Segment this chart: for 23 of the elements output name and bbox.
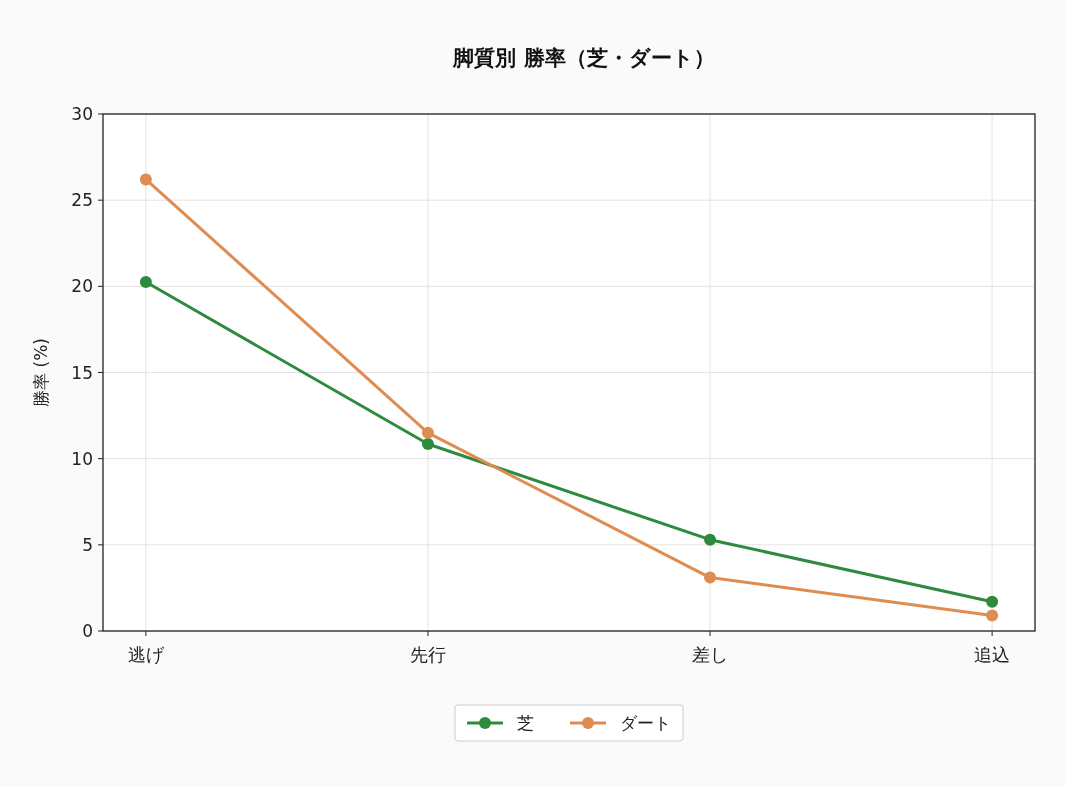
x-tick-label: 先行 [409,644,446,665]
y-tick-label: 10 [71,448,93,469]
y-tick-label: 25 [71,190,93,211]
x-tick-label: 追込 [974,644,1011,665]
point [986,595,999,608]
legend-label: ダート [620,713,671,733]
point [986,609,999,622]
point [139,276,152,289]
y-axis-title: 勝率 (%) [31,338,51,407]
x-tick-label: 差し [692,644,729,665]
y-tick-label: 5 [82,534,93,555]
point [139,173,152,186]
point [704,533,717,546]
y-tick-label: 20 [71,276,93,297]
y-tick-label: 0 [82,621,93,641]
x-tick-label: 逃げ [127,644,165,665]
y-tick-label: 30 [71,104,93,124]
point [421,438,434,451]
point [421,426,434,439]
point [704,571,717,584]
legend-label: 芝 [517,713,534,733]
chart-title: 脚質別 勝率（芝・ダート） [452,46,715,70]
y-tick-label: 15 [71,362,93,383]
